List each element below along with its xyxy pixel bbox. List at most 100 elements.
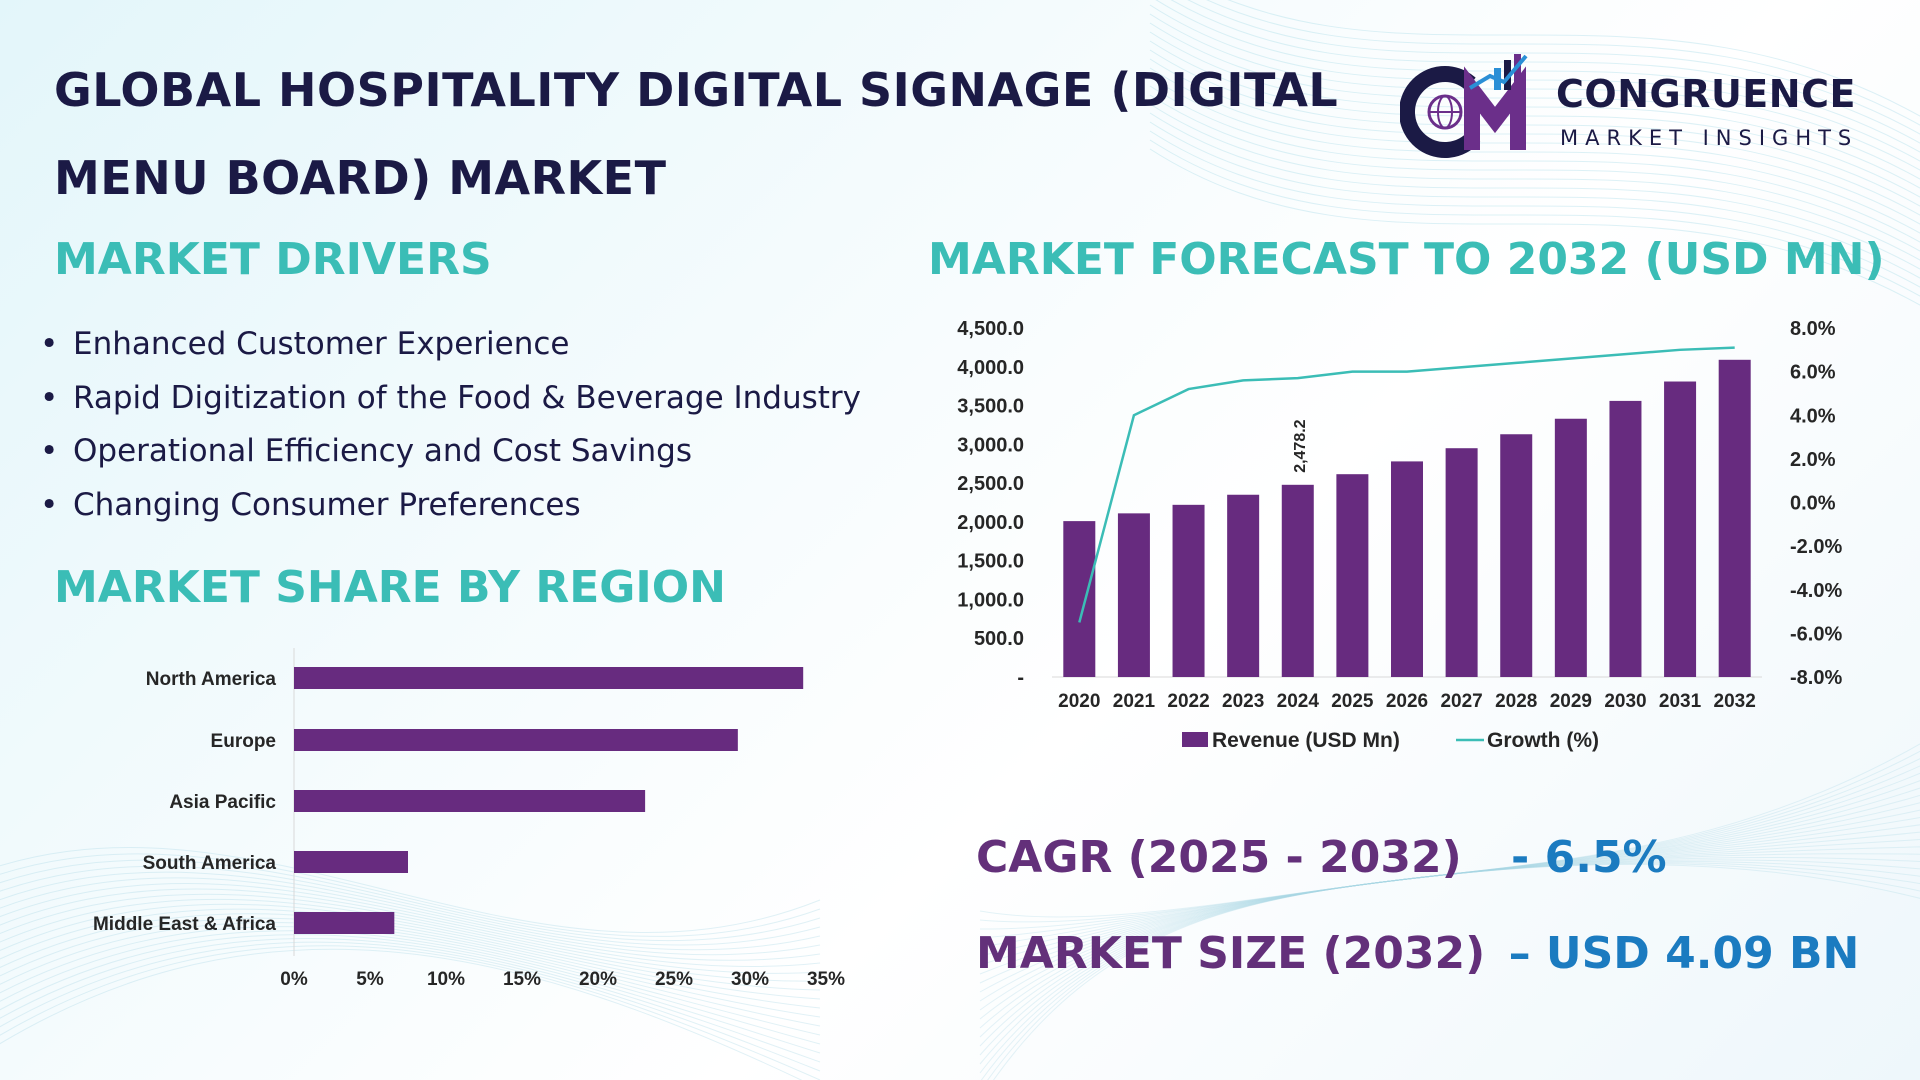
x-tick-label: 2032: [1714, 691, 1756, 712]
y-tick-label-right: -6.0%: [1790, 623, 1842, 645]
driver-text: Enhanced Customer Experience: [73, 326, 570, 362]
wave-line: [979, 839, 1920, 984]
bar: [294, 912, 395, 934]
logo-tagline: MARKET INSIGHTS: [1560, 126, 1859, 150]
drivers-heading: MARKET DRIVERS: [54, 234, 492, 285]
x-tick-label: 30%: [731, 969, 769, 990]
bar: [294, 851, 408, 873]
bar: [294, 790, 646, 812]
wave-line: [1187, 0, 1920, 135]
region-share-chart: North America Europe Asia Pacific South Ame…: [93, 648, 845, 990]
wave-line: [979, 831, 1920, 993]
wave-line: [0, 847, 821, 933]
cmi-logo-icon: [1400, 54, 1528, 158]
y-tick-label-right: -4.0%: [1790, 580, 1842, 602]
category-label: North America: [146, 669, 277, 690]
y-tick-label-right: 4.0%: [1790, 405, 1836, 427]
list-item: • Operational Efficiency and Cost Savings: [40, 433, 692, 469]
wave-line: [0, 859, 821, 941]
wave-line: [979, 859, 1920, 948]
category-label: Asia Pacific: [169, 792, 276, 813]
y-tick-label-right: 8.0%: [1790, 318, 1836, 340]
y-tick-label-left: 4,500.0: [957, 318, 1024, 340]
wave-line: [0, 877, 821, 956]
wave-line: [979, 787, 1920, 1047]
wave-line: [979, 802, 1920, 1029]
x-tick-label: 2025: [1331, 691, 1374, 712]
x-tick-label: 35%: [807, 969, 845, 990]
wave-line: [979, 853, 1920, 966]
wave-line: [979, 772, 1920, 1065]
driver-text: Operational Efficiency and Cost Savings: [73, 433, 692, 469]
driver-text: Changing Consumer Preferences: [73, 486, 581, 523]
wave-line: [979, 824, 1920, 1002]
wave-line: [979, 863, 1920, 923]
bar: [1063, 521, 1096, 677]
wave-line: [993, 743, 1920, 1080]
wave-line: [0, 948, 803, 1080]
wave-line: [1149, 148, 1920, 306]
cagr-kpi: CAGR (2025 - 2032) - 6.5%: [976, 832, 1667, 883]
wave-line: [979, 863, 1920, 918]
bar: [1609, 400, 1642, 677]
y-tick-label-right: 0.0%: [1790, 493, 1836, 515]
wave-line: [979, 794, 1920, 1038]
bar: [1227, 494, 1260, 677]
wave-line: [979, 846, 1920, 975]
wave-line: [979, 856, 1920, 957]
bar: [1554, 418, 1587, 677]
x-tick-label: 2021: [1113, 691, 1156, 712]
bar: [294, 667, 804, 689]
wave-line: [0, 888, 821, 967]
bar: [1336, 474, 1369, 677]
market-size-label: MARKET SIZE (2032): [976, 928, 1486, 979]
list-item: • Changing Consumer Preferences: [40, 486, 581, 523]
y-tick-label-left: 3,500.0: [957, 396, 1024, 418]
bar: [1117, 513, 1150, 677]
wave-line: [979, 816, 1920, 1011]
category-label: Europe: [211, 731, 276, 752]
x-tick-label: 2029: [1550, 691, 1592, 712]
y-tick-label-left: 1,000.0: [957, 589, 1024, 611]
y-tick-label-right: -8.0%: [1790, 667, 1842, 689]
legend-label-revenue: Revenue (USD Mn): [1212, 729, 1400, 752]
wave-line: [1149, 13, 1920, 171]
category-label: Middle East & Africa: [93, 914, 276, 935]
bar: [1281, 484, 1314, 677]
wave-line: [0, 865, 821, 946]
x-tick-label: 10%: [427, 969, 465, 990]
list-item: • Enhanced Customer Experience: [40, 326, 570, 362]
x-tick-label: 15%: [503, 969, 541, 990]
x-tick-label: 0%: [280, 969, 308, 990]
wave-line: [979, 765, 1920, 1074]
wave-line: [1149, 4, 1920, 162]
wave-line: [1227, 0, 1920, 117]
page-title: GLOBAL HOSPITALITY DIGITAL SIGNAGE (DIGI…: [54, 46, 1354, 222]
wave-line: [979, 809, 1920, 1020]
wave-line: [1149, 49, 1920, 207]
wave-line: [1206, 0, 1920, 126]
x-tick-label: 5%: [356, 969, 384, 990]
forecast-heading: MARKET FORECAST TO 2032 (USD MN): [928, 234, 1885, 285]
bar: [1172, 504, 1205, 677]
wave-line: [0, 945, 821, 1080]
y-tick-label-left: 2,000.0: [957, 512, 1024, 534]
forecast-chart: - 500.0 1,000.0 1,500.0 2,000.0 2,500.0 3,000.…: [957, 318, 1842, 752]
y-tick-label-left: 1,500.0: [957, 551, 1024, 573]
wave-line: [1155, 0, 1920, 153]
market-size-kpi: MARKET SIZE (2032) – USD 4.09 BN: [976, 928, 1859, 979]
wave-line: [979, 862, 1920, 930]
x-tick-label: 20%: [579, 969, 617, 990]
list-item: • Rapid Digitization of the Food & Bevera…: [40, 379, 862, 416]
wave-line: [1170, 0, 1920, 144]
legend-swatch-revenue: [1182, 732, 1208, 747]
driver-text: Rapid Digitization of the Food & Beverag…: [73, 379, 862, 416]
cagr-label: CAGR (2025 - 2032): [976, 832, 1462, 883]
wave-line: [1149, 40, 1920, 198]
x-tick-label: 2028: [1495, 691, 1537, 712]
wave-line: [980, 758, 1920, 1080]
x-tick-label: 2020: [1058, 691, 1100, 712]
y-tick-label-left: 4,000.0: [957, 357, 1024, 379]
y-tick-label-right: 2.0%: [1790, 449, 1836, 471]
